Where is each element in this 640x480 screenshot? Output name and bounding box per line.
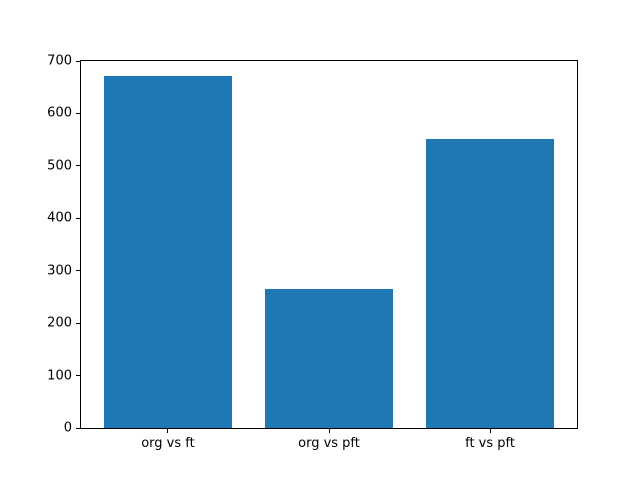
y-tick-label: 600 xyxy=(47,105,72,121)
y-tick-mark xyxy=(76,427,80,429)
y-tick-label: 0 xyxy=(63,420,72,436)
x-tick-mark xyxy=(167,429,169,433)
bar-org-vs-ft xyxy=(103,75,233,428)
bar-org-vs-pft xyxy=(264,289,394,428)
y-tick-mark xyxy=(76,60,80,62)
y-tick-label: 300 xyxy=(47,263,72,279)
axes-plot-area: 0 100 200 300 400 500 600 700 org vs ft org vs pf… xyxy=(47,55,578,450)
y-tick-mark xyxy=(76,112,80,114)
y-tick-mark xyxy=(76,375,80,377)
y-tick-label: 700 xyxy=(47,53,72,69)
x-tick-label: org vs ft xyxy=(141,436,195,451)
y-tick-mark xyxy=(76,165,80,167)
x-tick-label: org vs pft xyxy=(298,436,360,451)
y-tick-label: 100 xyxy=(47,368,72,384)
y-tick-label: 400 xyxy=(47,210,72,226)
x-tick-label: ft vs pft xyxy=(465,436,515,451)
y-tick-label: 500 xyxy=(47,158,72,174)
bar-ft-vs-pft xyxy=(425,138,555,428)
y-tick-label: 200 xyxy=(47,315,72,331)
x-tick-mark xyxy=(489,429,491,433)
y-tick-mark xyxy=(76,217,80,219)
x-tick-mark xyxy=(328,429,330,433)
y-tick-mark xyxy=(76,270,80,272)
y-tick-mark xyxy=(76,322,80,324)
